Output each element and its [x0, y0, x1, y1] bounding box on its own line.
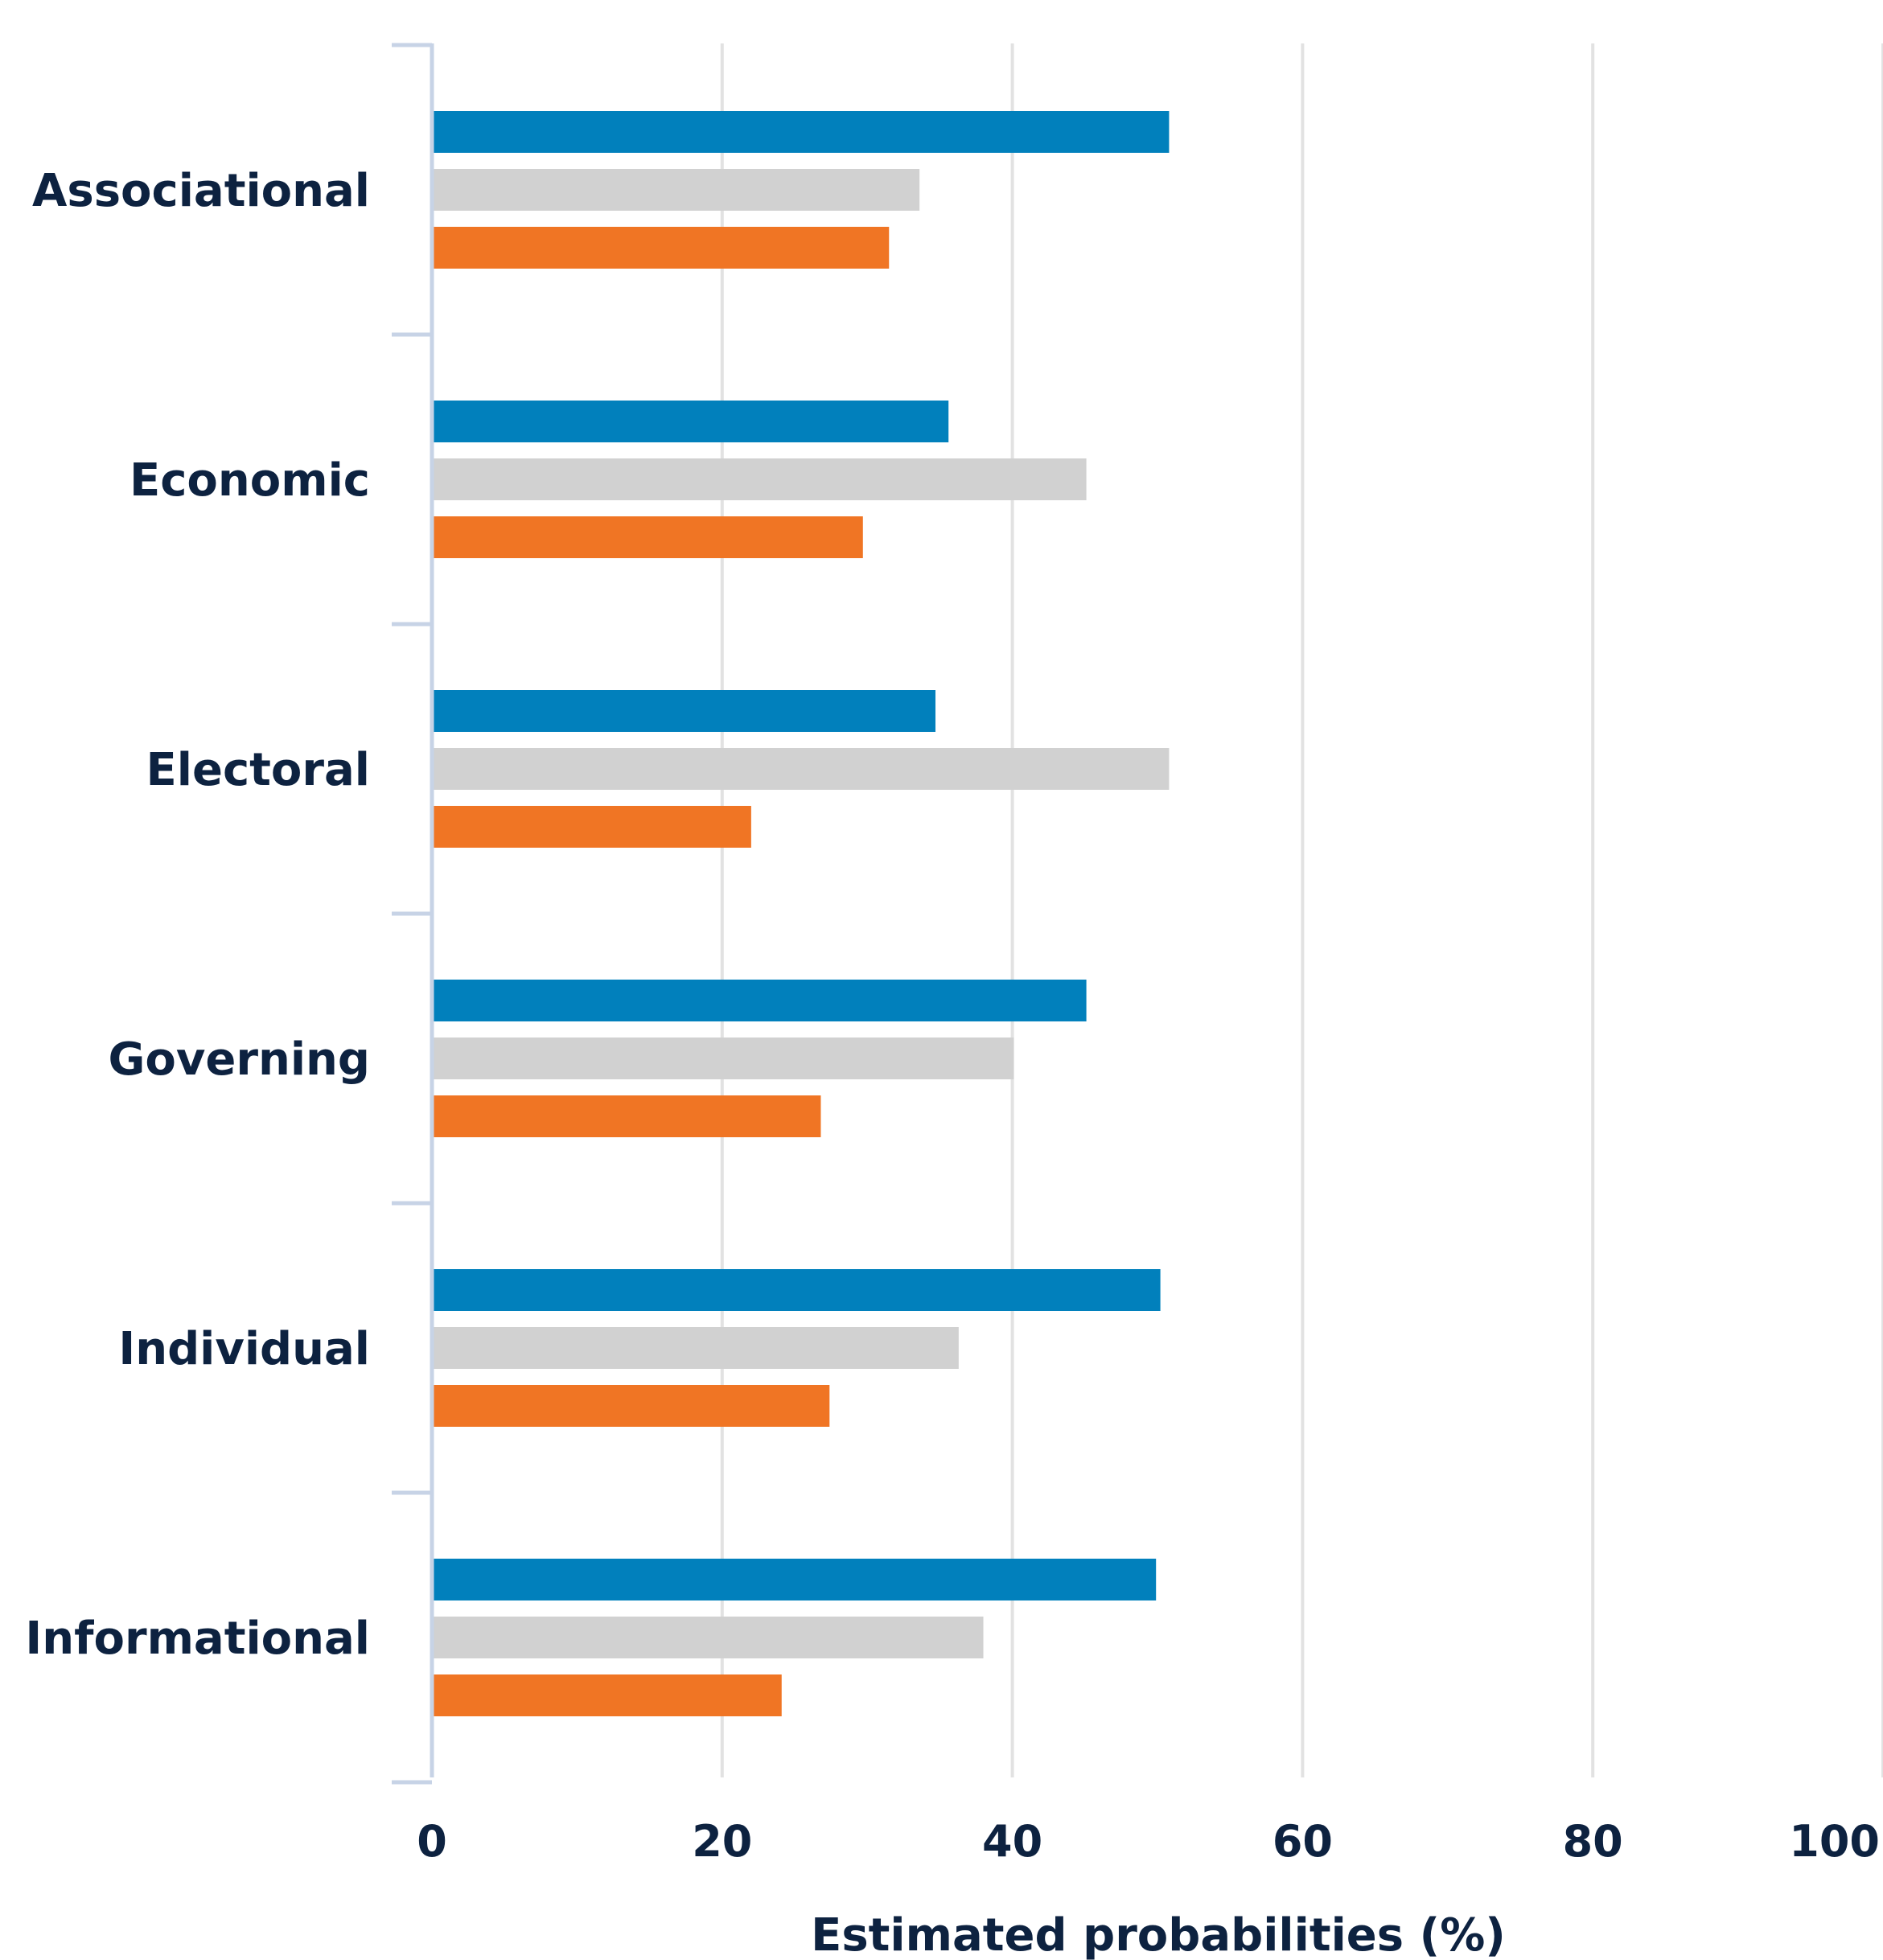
- labels: 0 20 40 60 80 100 Associational Economic Elector…: [25, 165, 1880, 1867]
- bar-governing-series-2: [432, 1038, 1014, 1079]
- category-label-economic: Economic: [130, 454, 370, 507]
- category-label-associational: Associational: [32, 165, 370, 217]
- bar-individual-series-2: [432, 1327, 959, 1369]
- bar-governing-series-3: [432, 1095, 821, 1137]
- bar-electoral-series-2: [432, 748, 1170, 790]
- bar-governing-series-1: [432, 980, 1087, 1021]
- x-tick-label-80: 80: [1563, 1816, 1623, 1867]
- bar-associational-series-2: [432, 169, 920, 211]
- bar-associational-series-1: [432, 111, 1170, 153]
- axes: [392, 43, 434, 1785]
- category-label-informational: Informational: [25, 1613, 370, 1665]
- bar-individual-series-3: [432, 1385, 830, 1427]
- bar-individual-series-1: [432, 1269, 1161, 1311]
- bars: [432, 111, 1170, 1716]
- x-tick-label-40: 40: [982, 1816, 1042, 1867]
- bar-economic-series-2: [432, 458, 1087, 500]
- bar-economic-series-1: [432, 401, 949, 442]
- category-label-governing: Governing: [108, 1033, 370, 1086]
- gridlines: [720, 43, 1883, 1777]
- category-label-electoral: Electoral: [146, 744, 370, 796]
- bar-informational-series-2: [432, 1617, 984, 1658]
- bar-economic-series-3: [432, 516, 863, 558]
- bar-electoral-series-3: [432, 806, 751, 848]
- x-tick-label-20: 20: [692, 1816, 752, 1867]
- x-tick-label-100: 100: [1789, 1816, 1880, 1867]
- bar-electoral-series-1: [432, 690, 935, 732]
- bar-associational-series-3: [432, 227, 890, 269]
- x-tick-label-60: 60: [1272, 1816, 1333, 1867]
- bar-informational-series-3: [432, 1674, 782, 1716]
- x-axis-title: Estimated probabilities (%): [811, 1909, 1506, 1960]
- x-tick-label-0: 0: [417, 1816, 447, 1867]
- category-label-individual: Individual: [118, 1323, 370, 1375]
- bar-informational-series-1: [432, 1559, 1157, 1600]
